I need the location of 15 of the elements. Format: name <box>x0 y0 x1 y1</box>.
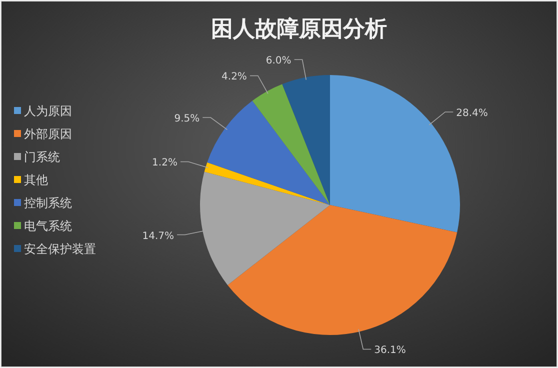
legend-label: 安全保护装置 <box>24 242 96 256</box>
data-label: 28.4% <box>456 108 488 119</box>
data-label: 14.7% <box>142 230 174 242</box>
legend-label: 门系统 <box>24 150 60 164</box>
data-label: 6.0% <box>266 56 292 67</box>
data-label: 9.5% <box>174 114 200 125</box>
chart-title: 困人故障原因分析 <box>211 16 387 42</box>
legend-label: 其他 <box>24 173 48 187</box>
legend-label: 控制系统 <box>24 196 72 210</box>
data-label: 4.2% <box>222 72 247 83</box>
legend-label: 外部原因 <box>24 127 72 141</box>
data-label: 1.2% <box>152 158 178 169</box>
legend-label: 人为原因 <box>24 104 72 118</box>
legend-label: 电气系统 <box>24 219 72 233</box>
data-label: 36.1% <box>374 345 406 356</box>
